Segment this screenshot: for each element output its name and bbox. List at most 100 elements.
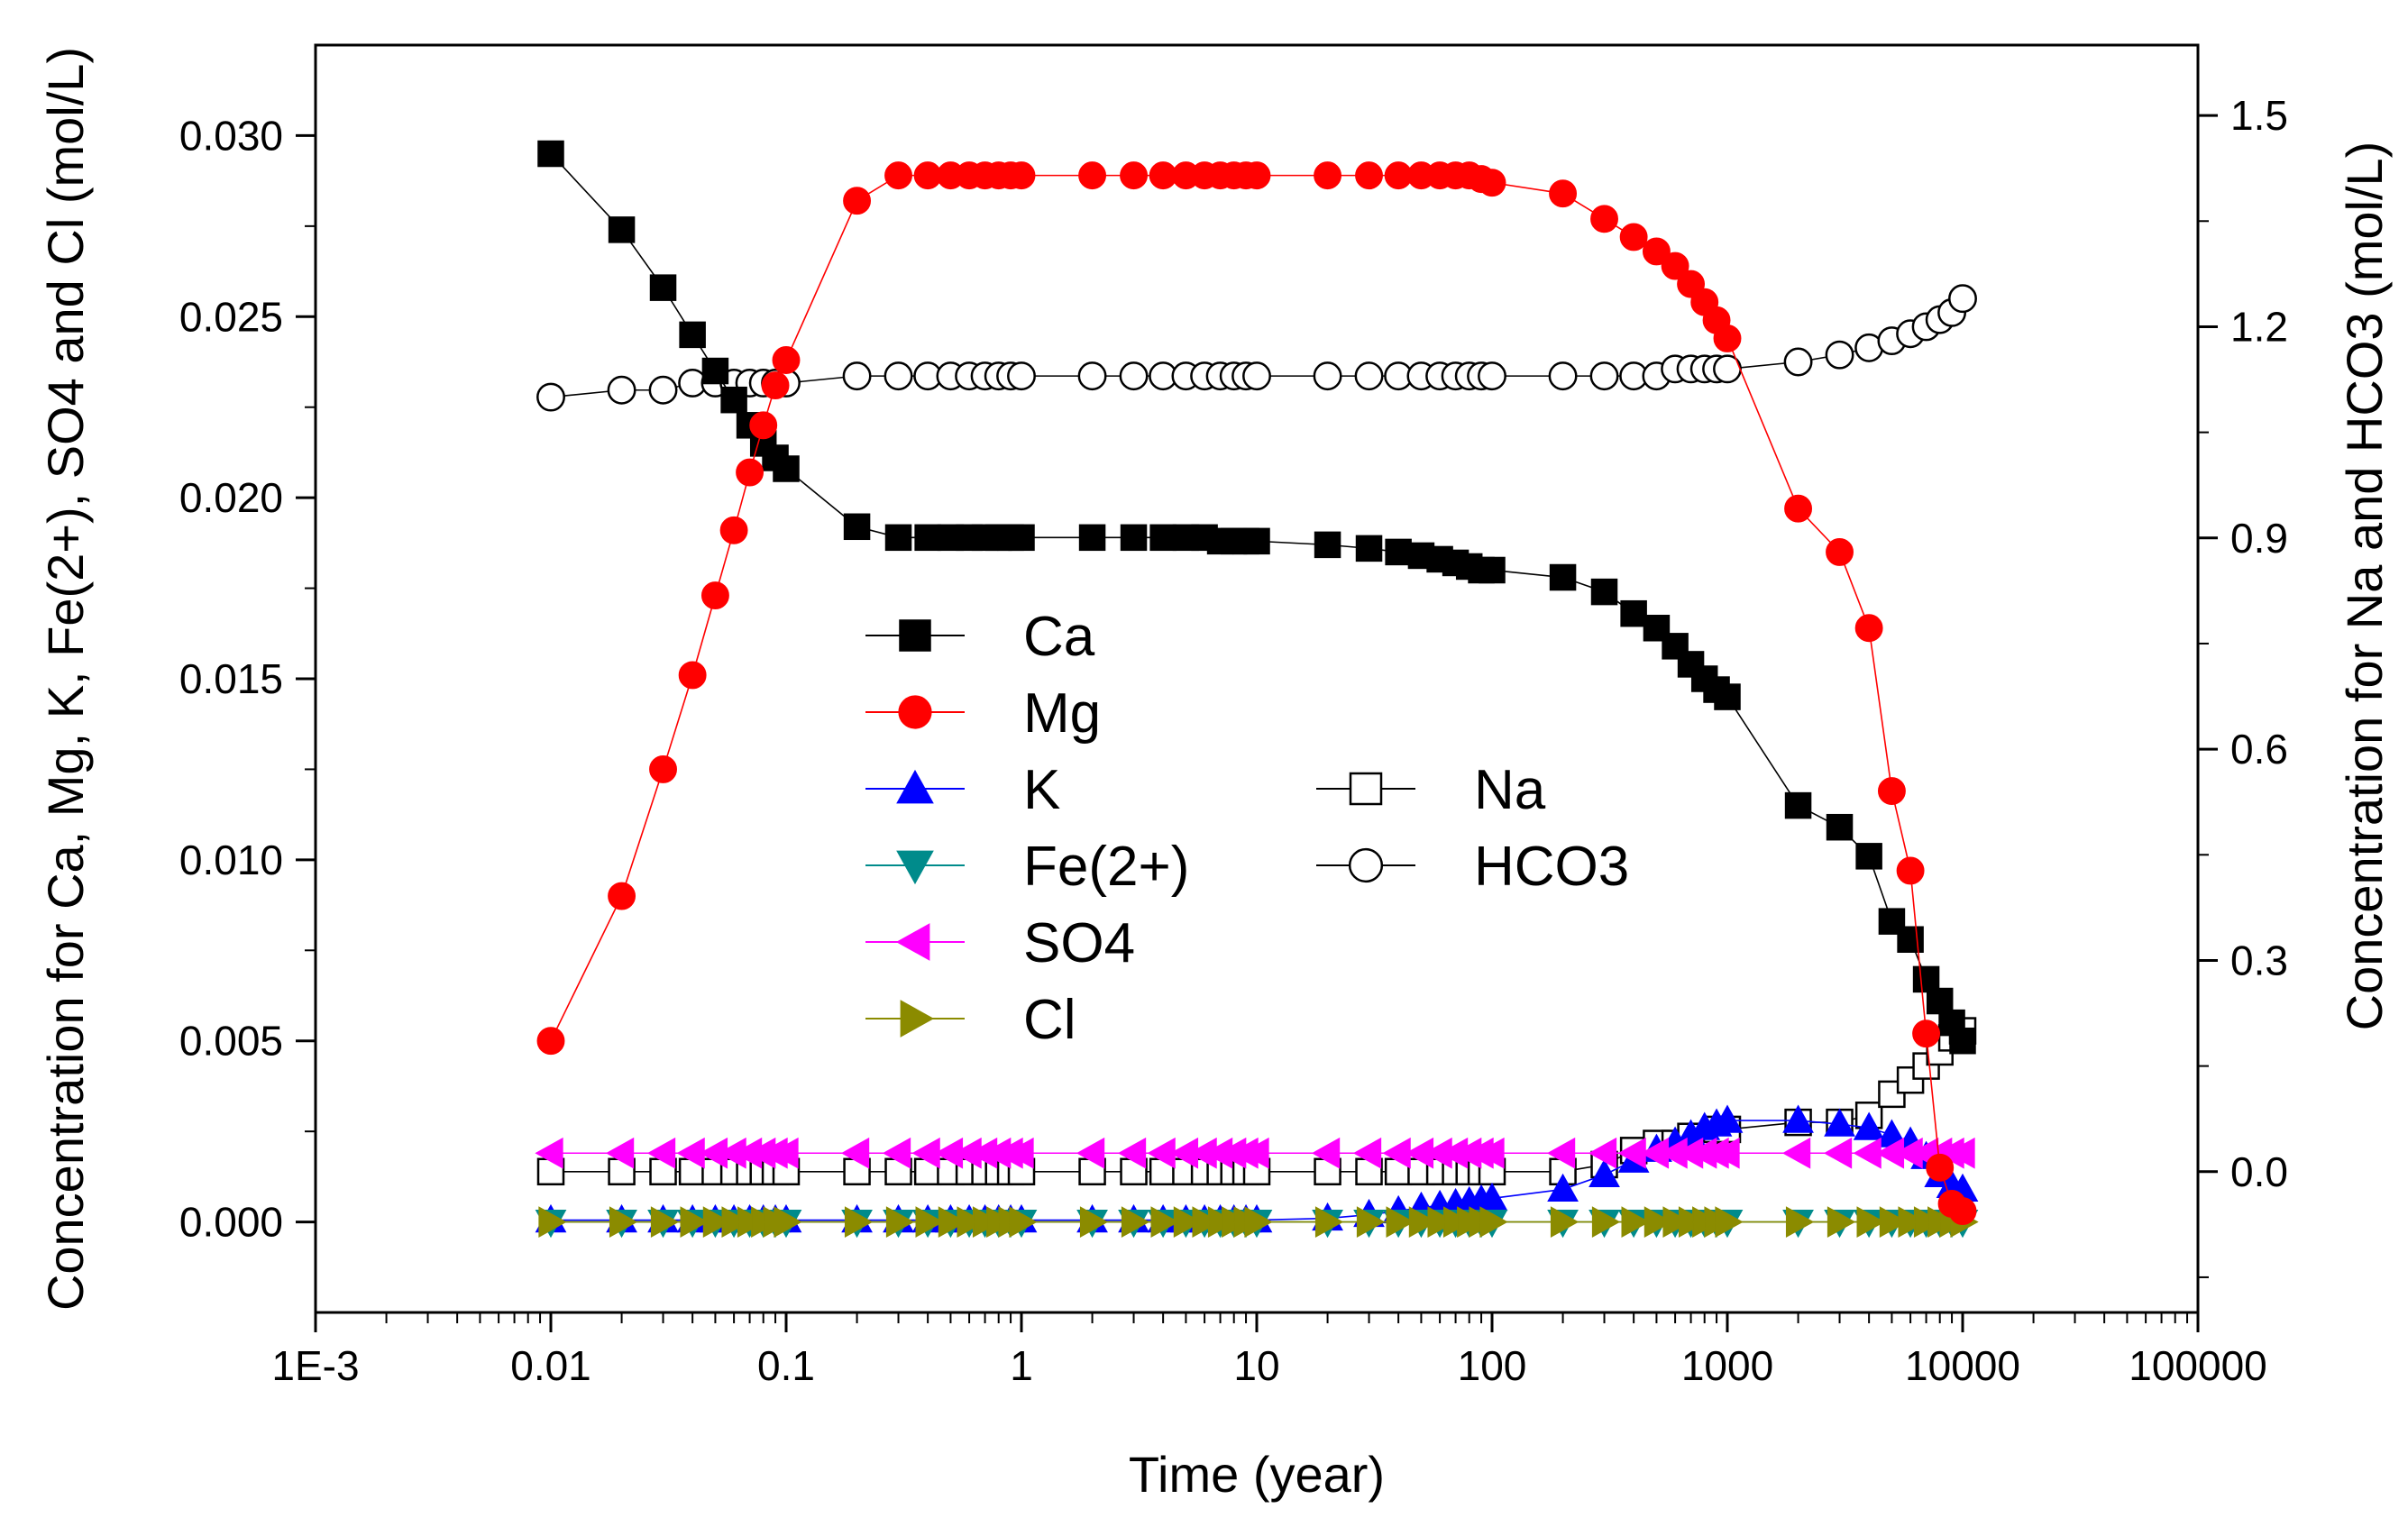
point-ca [1385,538,1412,566]
y-right-tick-label: 0.6 [2230,726,2288,773]
x-tick-label: 10000 [1905,1342,2020,1389]
point-ca [1008,524,1035,552]
point-ca [679,321,706,349]
point-k [1547,1173,1579,1202]
y-right-tick-label: 1.2 [2230,303,2288,350]
point-ca [1355,535,1383,562]
point-cl [1173,1206,1203,1238]
point-hco3 [607,375,636,405]
point-mg [1242,161,1271,190]
point-cl [1192,1206,1221,1238]
point-cl [1643,1206,1673,1238]
y-left-tick-label: 0.020 [179,474,283,521]
legend-item-hco3: HCO3 [1316,836,1629,898]
point-ca [843,513,871,541]
point-ca [1784,791,1812,819]
plot-frame [314,43,2200,1314]
point-ca [608,216,636,243]
point-mg [1926,1153,1955,1182]
legend-marker-hco3 [1348,847,1384,883]
point-ca [1078,524,1106,552]
point-mg [1007,161,1036,190]
legend-label-cl: Cl [1023,989,1076,1051]
x-tick-label: 0.1 [757,1342,815,1389]
point-ca [1912,965,1940,993]
point-cl [1244,1206,1273,1238]
point-hco3 [1354,361,1384,391]
point-mg [1478,169,1506,197]
point-ca [649,274,677,301]
series-line-mg [550,174,1964,1212]
point-ca [1149,524,1177,552]
point-mg [1642,237,1671,266]
legend-marker-so4 [895,923,930,961]
legend: Ca Mg K Fe(2+) SO4 Cl Na HCO3 [865,606,1629,1051]
point-cl [1356,1206,1386,1238]
point-so4 [840,1137,870,1169]
point-mg [719,516,748,544]
point-so4 [882,1137,911,1169]
point-mg [536,1027,565,1056]
legend-marker-na [1349,772,1383,806]
point-cl [702,1206,732,1238]
point-so4 [1476,1137,1505,1169]
point-so4 [1781,1137,1811,1169]
point-so4 [1946,1137,1975,1169]
point-cl [885,1206,915,1238]
point-cl [1121,1206,1150,1238]
point-so4 [1823,1137,1853,1169]
point-cl [1150,1206,1179,1238]
point-hco3 [1783,347,1813,377]
point-so4 [1546,1137,1576,1169]
point-cl [1314,1206,1344,1238]
point-cl [915,1206,944,1238]
legend-marker-ca [899,619,931,652]
point-cl [1550,1206,1579,1238]
point-cl [1856,1206,1885,1238]
point-mg [1948,1197,1977,1225]
point-mg [1314,161,1342,190]
point-ca [701,357,729,385]
point-na [1912,1052,1940,1080]
x-tick-label: 100000 [2129,1342,2267,1389]
point-ca [537,140,564,168]
legend-item-fe2: Fe(2+) [865,836,1189,898]
series-mg [536,161,1977,1225]
legend-label-hco3: HCO3 [1474,836,1629,898]
point-mg [1120,161,1148,190]
point-hco3 [1825,340,1854,370]
point-cl [609,1206,638,1238]
y-axis-right-title: Concentration for Na and HCO3 (mol/L) [2336,142,2393,1031]
point-hco3 [884,361,913,391]
legend-marker-k [896,769,934,804]
point-hco3 [648,375,678,405]
series-so4 [535,1137,1975,1169]
point-ca [1878,908,1906,935]
point-mg [700,581,729,610]
point-so4 [770,1137,799,1169]
point-mg [1784,494,1813,523]
point-cl [1408,1206,1438,1238]
x-tick-label: 1 [1010,1342,1033,1389]
point-cl [538,1206,567,1238]
point-mg [1854,614,1883,643]
point-hco3 [1313,361,1342,391]
y-right-tick-label: 0.0 [2230,1148,2288,1195]
point-ca [1243,527,1270,555]
point-cl [844,1206,874,1238]
legend-label-so4: SO4 [1023,912,1135,974]
point-hco3 [842,361,872,391]
x-tick-label: 0.01 [510,1342,591,1389]
point-ca [884,524,912,552]
point-ca [1590,578,1618,606]
y-left-tick-label: 0.030 [179,112,283,159]
legend-item-mg: Mg [865,682,1101,745]
point-mg [843,187,872,215]
point-mg [1661,251,1689,280]
point-ca [1479,556,1506,584]
y-right-tick-label: 0.3 [2230,937,2288,983]
legend-marker-mg [898,695,932,729]
point-ca [1620,599,1647,627]
point-cl [774,1206,802,1238]
